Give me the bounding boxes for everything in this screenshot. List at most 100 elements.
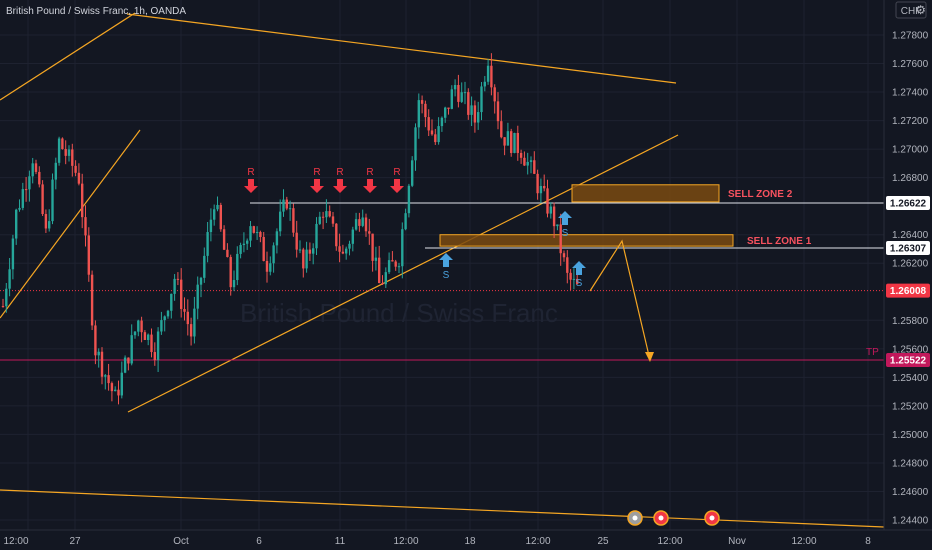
candle-body bbox=[203, 255, 206, 278]
price-tick-label: 1.24800 bbox=[892, 458, 929, 469]
price-tick-label: 1.25000 bbox=[892, 430, 929, 441]
price-tag[interactable] bbox=[886, 196, 930, 211]
candle-body bbox=[213, 209, 216, 220]
candle-body bbox=[74, 165, 77, 173]
candle-body bbox=[219, 204, 222, 230]
candle-body bbox=[401, 229, 404, 267]
candle-body bbox=[229, 257, 232, 288]
candle-body bbox=[249, 226, 252, 241]
candle-body bbox=[117, 389, 120, 396]
candle-body bbox=[196, 284, 199, 309]
candle-body bbox=[28, 176, 31, 190]
sell-zones: SELL ZONE 2 SELL ZONE 1 bbox=[439, 184, 812, 247]
candle-body bbox=[64, 149, 67, 156]
candles bbox=[1, 53, 579, 405]
candle-body bbox=[298, 249, 302, 251]
candle-body bbox=[559, 224, 562, 254]
candle-body bbox=[232, 280, 236, 288]
candle-body bbox=[325, 211, 328, 218]
event-icons bbox=[627, 510, 720, 526]
candle-body bbox=[328, 211, 331, 217]
event-dot bbox=[709, 515, 715, 521]
candle-body bbox=[335, 223, 338, 247]
sell-zone-box[interactable] bbox=[571, 184, 720, 203]
watermark: British Pound / Swiss Franc bbox=[240, 298, 558, 328]
candle-body bbox=[536, 173, 539, 194]
candle-body bbox=[467, 92, 470, 115]
candle-body bbox=[566, 257, 569, 273]
candle-body bbox=[321, 216, 325, 218]
event-dot bbox=[658, 515, 664, 521]
candle-body bbox=[31, 163, 34, 177]
candle-body bbox=[391, 260, 394, 262]
candle-body bbox=[420, 100, 424, 104]
candle-body bbox=[556, 224, 559, 227]
price-tag[interactable] bbox=[886, 240, 930, 255]
candle-body bbox=[483, 81, 486, 87]
time-tick-label: 18 bbox=[464, 536, 476, 547]
candle-body bbox=[572, 278, 576, 280]
candle-body bbox=[490, 65, 493, 88]
candle-body bbox=[137, 320, 140, 332]
candle-body bbox=[285, 199, 288, 209]
candle-body bbox=[18, 207, 21, 210]
candle-body bbox=[90, 274, 94, 326]
candle-body bbox=[81, 183, 84, 218]
trendline[interactable] bbox=[0, 489, 885, 528]
candle-body bbox=[506, 131, 510, 146]
candle-body bbox=[147, 334, 150, 340]
resistance-arrow-icon bbox=[244, 179, 258, 193]
trendline[interactable] bbox=[0, 129, 141, 319]
candle-body bbox=[222, 229, 226, 250]
candle-body bbox=[526, 161, 529, 166]
trendline[interactable] bbox=[126, 13, 677, 84]
gear-icon[interactable]: ⚙ bbox=[915, 3, 926, 17]
candle-body bbox=[239, 244, 242, 254]
projection-line[interactable] bbox=[589, 239, 651, 361]
candle-body bbox=[486, 65, 490, 82]
candle-body bbox=[206, 232, 209, 256]
price-tick-label: 1.26200 bbox=[892, 259, 929, 270]
price-tag[interactable] bbox=[886, 352, 930, 367]
price-tag[interactable] bbox=[886, 283, 930, 298]
candle-body bbox=[24, 189, 28, 191]
trendline[interactable] bbox=[0, 12, 136, 101]
candle-body bbox=[246, 240, 249, 244]
candle-body bbox=[473, 105, 477, 123]
candle-body bbox=[140, 320, 143, 333]
candle-body bbox=[34, 163, 38, 172]
price-tick-label: 1.27400 bbox=[892, 88, 929, 99]
candle-body bbox=[44, 214, 48, 229]
candle-body bbox=[38, 171, 41, 185]
candle-body bbox=[100, 351, 104, 377]
candle-body bbox=[5, 288, 8, 307]
candle-body bbox=[552, 206, 556, 227]
candle-body bbox=[516, 132, 519, 153]
candle-body bbox=[312, 248, 315, 254]
sell-zone-box[interactable] bbox=[439, 234, 734, 247]
candle-body bbox=[176, 278, 180, 280]
trendline[interactable] bbox=[127, 134, 679, 413]
price-tick-label: 1.27800 bbox=[892, 31, 929, 42]
candle-body bbox=[463, 92, 467, 94]
candle-body bbox=[180, 279, 183, 309]
candle-body bbox=[341, 251, 345, 254]
candle-body bbox=[404, 213, 407, 230]
candle-body bbox=[460, 92, 463, 102]
currency-badge[interactable] bbox=[895, 1, 927, 19]
candle-body bbox=[331, 216, 335, 224]
candle-body bbox=[562, 253, 566, 258]
candle-body bbox=[127, 357, 130, 364]
symbol-title[interactable]: British Pound / Swiss Franc, 1h, OANDA bbox=[6, 6, 187, 17]
time-tick-label: 12:00 bbox=[791, 536, 816, 547]
price-tick-label: 1.25600 bbox=[892, 344, 929, 355]
candle-body bbox=[318, 216, 321, 224]
candle-body bbox=[193, 308, 196, 337]
candle-body bbox=[447, 107, 450, 109]
resistance-label: R bbox=[393, 167, 400, 178]
candle-body bbox=[288, 208, 292, 210]
candle-body bbox=[8, 269, 11, 289]
candle-body bbox=[130, 335, 133, 364]
